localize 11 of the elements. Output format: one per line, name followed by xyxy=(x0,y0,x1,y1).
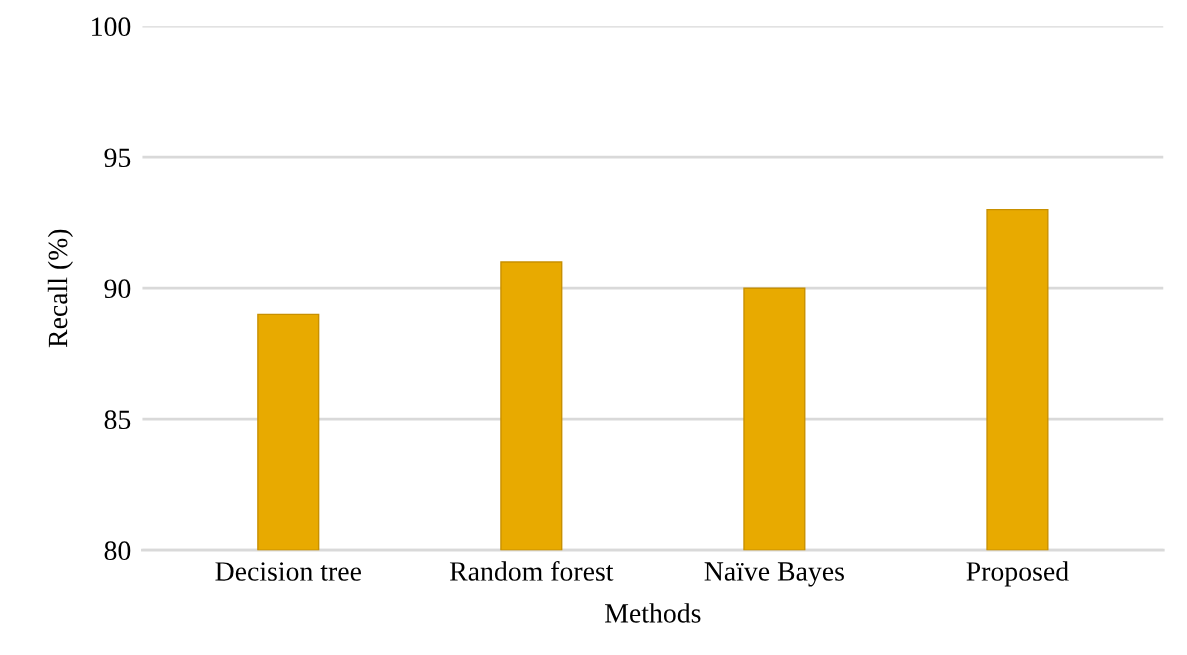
x-tick-label: Proposed xyxy=(966,561,1069,587)
y-tick-label: 100 xyxy=(92,17,131,37)
y-tick-label: 95 xyxy=(104,148,131,168)
x-tick-label: Naïve Bayes xyxy=(704,562,844,587)
y-tick-label: 85 xyxy=(104,410,131,430)
x-tick-label: Decision tree xyxy=(215,562,361,581)
x-axis-title: Methods xyxy=(605,603,701,623)
x-tick-label: Random forest xyxy=(449,561,614,581)
y-tick-label: 80 xyxy=(104,541,131,561)
y-axis-title: Recall (%) xyxy=(47,229,73,348)
y-tick-label: 90 xyxy=(104,279,131,299)
